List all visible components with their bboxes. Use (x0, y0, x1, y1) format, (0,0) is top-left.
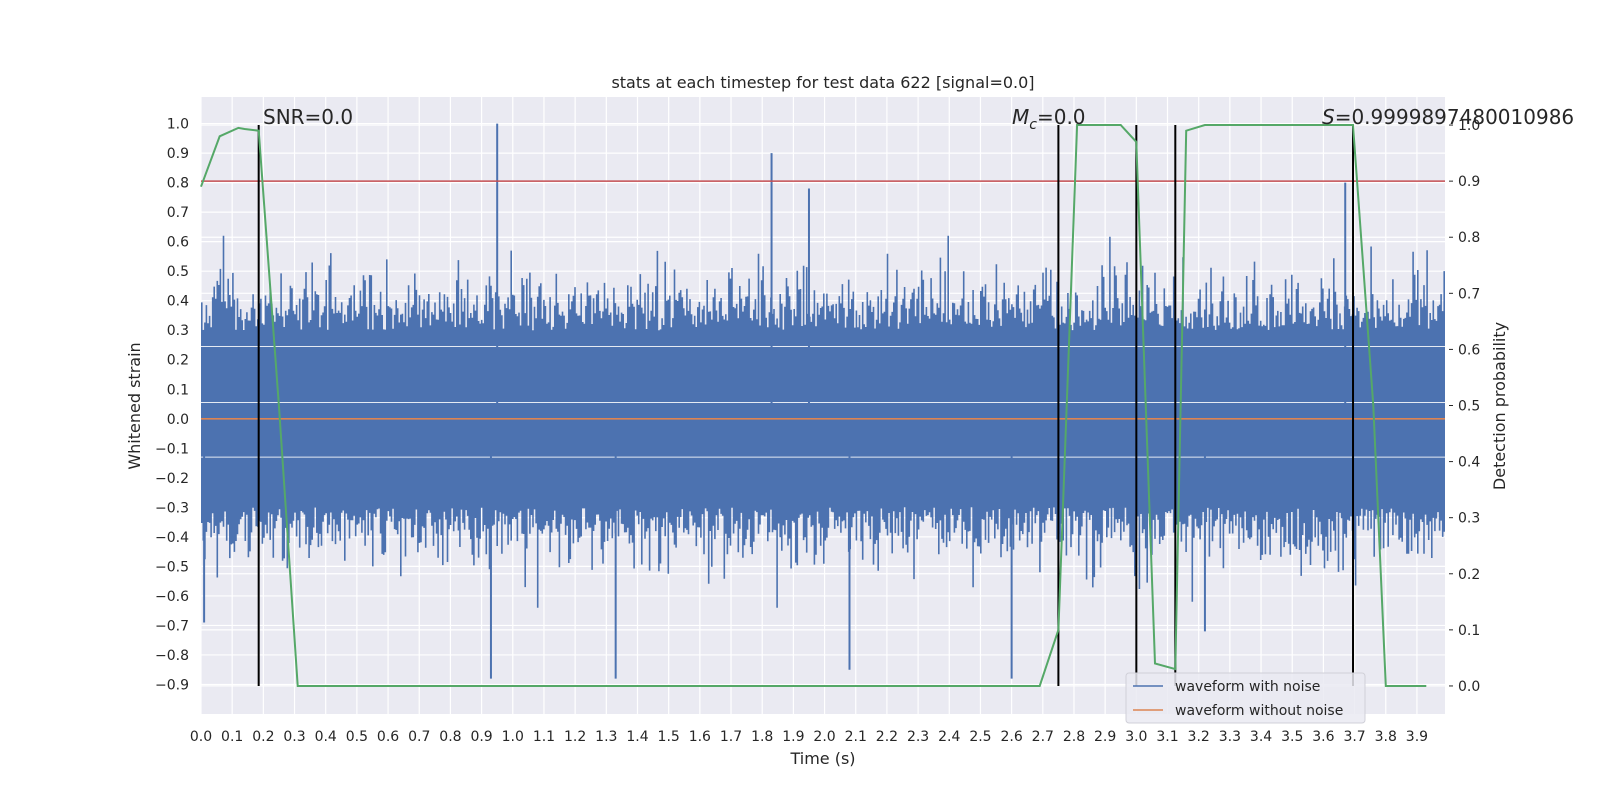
y-tick-label: −0.4 (155, 530, 189, 546)
x-tick-label: 0.3 (283, 729, 305, 745)
x-tick-label: 3.4 (1250, 729, 1272, 745)
x-tick-label: 1.0 (502, 729, 524, 745)
legend: waveform with noise waveform without noi… (1125, 672, 1366, 724)
x-tick-label: 2.1 (845, 729, 867, 745)
x-tick-label: 2.4 (938, 729, 960, 745)
snr-annotation: SNR=0.0 (263, 105, 353, 129)
y-tick-label: 0.4 (167, 294, 189, 310)
x-tick-label: 1.6 (689, 729, 711, 745)
x-tick-label: 2.7 (1032, 729, 1054, 745)
y-tick-label: −0.5 (155, 559, 189, 575)
x-tick-label: 3.0 (1125, 729, 1147, 745)
y2-tick-label: 1.0 (1458, 118, 1480, 134)
x-tick-label: 0.7 (408, 729, 430, 745)
x-tick-label: 2.3 (907, 729, 929, 745)
x-tick-label: 3.1 (1156, 729, 1178, 745)
y-tick-label: 0.2 (167, 353, 189, 369)
y-tick-label: 0.9 (167, 146, 189, 162)
x-tick-label: 2.0 (813, 729, 835, 745)
x-tick-label: 1.2 (564, 729, 586, 745)
y-tick-label: −0.1 (155, 441, 189, 457)
x-tick-label: 3.8 (1375, 729, 1397, 745)
x-tick-label: 1.8 (751, 729, 773, 745)
x-tick-label: 1.7 (720, 729, 742, 745)
x-tick-label: 3.9 (1406, 729, 1428, 745)
y-tick-label: 0.5 (167, 264, 189, 280)
x-tick-label: 1.1 (533, 729, 555, 745)
x-tick-label: 0.5 (346, 729, 368, 745)
s-value: =0.9999897480010986 (1335, 105, 1574, 129)
x-tick-label: 1.5 (658, 729, 680, 745)
y-axis-label: Whitened strain (125, 342, 144, 469)
mc-subscript: c (1029, 117, 1037, 133)
y2-tick-label: 0.4 (1458, 455, 1480, 471)
s-symbol: S (1322, 105, 1335, 129)
y2-tick-label: 0.9 (1458, 174, 1480, 190)
x-tick-label: 2.6 (1000, 729, 1022, 745)
y2-tick-label: 0.5 (1458, 399, 1480, 415)
y-tick-label: 0.8 (167, 176, 189, 192)
y-tick-label: −0.9 (155, 677, 189, 693)
y-tick-label: −0.8 (155, 648, 189, 664)
legend-label-noise: waveform with noise (1175, 679, 1320, 695)
x-tick-label: 1.3 (595, 729, 617, 745)
y2-tick-label: 0.7 (1458, 286, 1480, 302)
x-tick-label: 3.3 (1219, 729, 1241, 745)
y2-axis-label: Detection probability (1490, 322, 1509, 490)
x-tick-label: 3.7 (1343, 729, 1365, 745)
x-tick-label: 2.2 (876, 729, 898, 745)
y-tick-label: 0.7 (167, 205, 189, 221)
y-tick-label: 0.1 (167, 382, 189, 398)
s-annotation: S=0.9999897480010986 (1322, 105, 1574, 129)
x-tick-label: 3.5 (1281, 729, 1303, 745)
y2-tick-label: 0.2 (1458, 567, 1480, 583)
x-tick-label: 3.2 (1188, 729, 1210, 745)
y-tick-label: −0.6 (155, 589, 189, 605)
y-tick-label: 0.6 (167, 235, 189, 251)
mc-value: =0.0 (1037, 105, 1086, 129)
axis-ticks: 0.0 0.1 0.2 0.3 0.4 0.5 0.6 0.7 0.8 0.9 1.0 1.1 1.2 1… (155, 117, 1480, 745)
mc-symbol: M (1012, 105, 1029, 129)
y2-tick-label: 0.3 (1458, 511, 1480, 527)
x-tick-label: 2.5 (969, 729, 991, 745)
y2-tick-label: 0.0 (1458, 679, 1480, 695)
x-tick-label: 0.0 (190, 729, 212, 745)
y-tick-label: 1.0 (167, 117, 189, 133)
y-tick-label: −0.7 (155, 618, 189, 634)
legend-label-clean: waveform without noise (1175, 703, 1343, 719)
chart-marks (200, 123, 1445, 687)
chart-title: stats at each timestep for test data 622… (611, 73, 1034, 92)
y-tick-label: −0.3 (155, 500, 189, 516)
legend-box (1125, 672, 1366, 724)
x-tick-label: 0.9 (470, 729, 492, 745)
x-tick-label: 1.4 (626, 729, 648, 745)
y2-tick-label: 0.8 (1458, 230, 1480, 246)
y2-tick-label: 0.6 (1458, 342, 1480, 358)
x-tick-label: 0.8 (439, 729, 461, 745)
x-tick-label: 1.9 (782, 729, 804, 745)
x-tick-label: 0.2 (252, 729, 274, 745)
x-tick-label: 2.9 (1094, 729, 1116, 745)
y-tick-label: 0.0 (167, 412, 189, 428)
x-tick-label: 0.6 (377, 729, 399, 745)
x-tick-label: 3.6 (1312, 729, 1334, 745)
x-tick-label: 0.4 (315, 729, 337, 745)
x-axis-label: Time (s) (789, 749, 855, 768)
y-tick-label: 0.3 (167, 323, 189, 339)
y2-tick-label: 0.1 (1458, 623, 1480, 639)
x-tick-label: 2.8 (1063, 729, 1085, 745)
y-tick-label: −0.2 (155, 471, 189, 487)
x-tick-label: 0.1 (221, 729, 243, 745)
mc-annotation: Mc=0.0 (1012, 105, 1086, 133)
detection-probability-line (200, 124, 1427, 687)
